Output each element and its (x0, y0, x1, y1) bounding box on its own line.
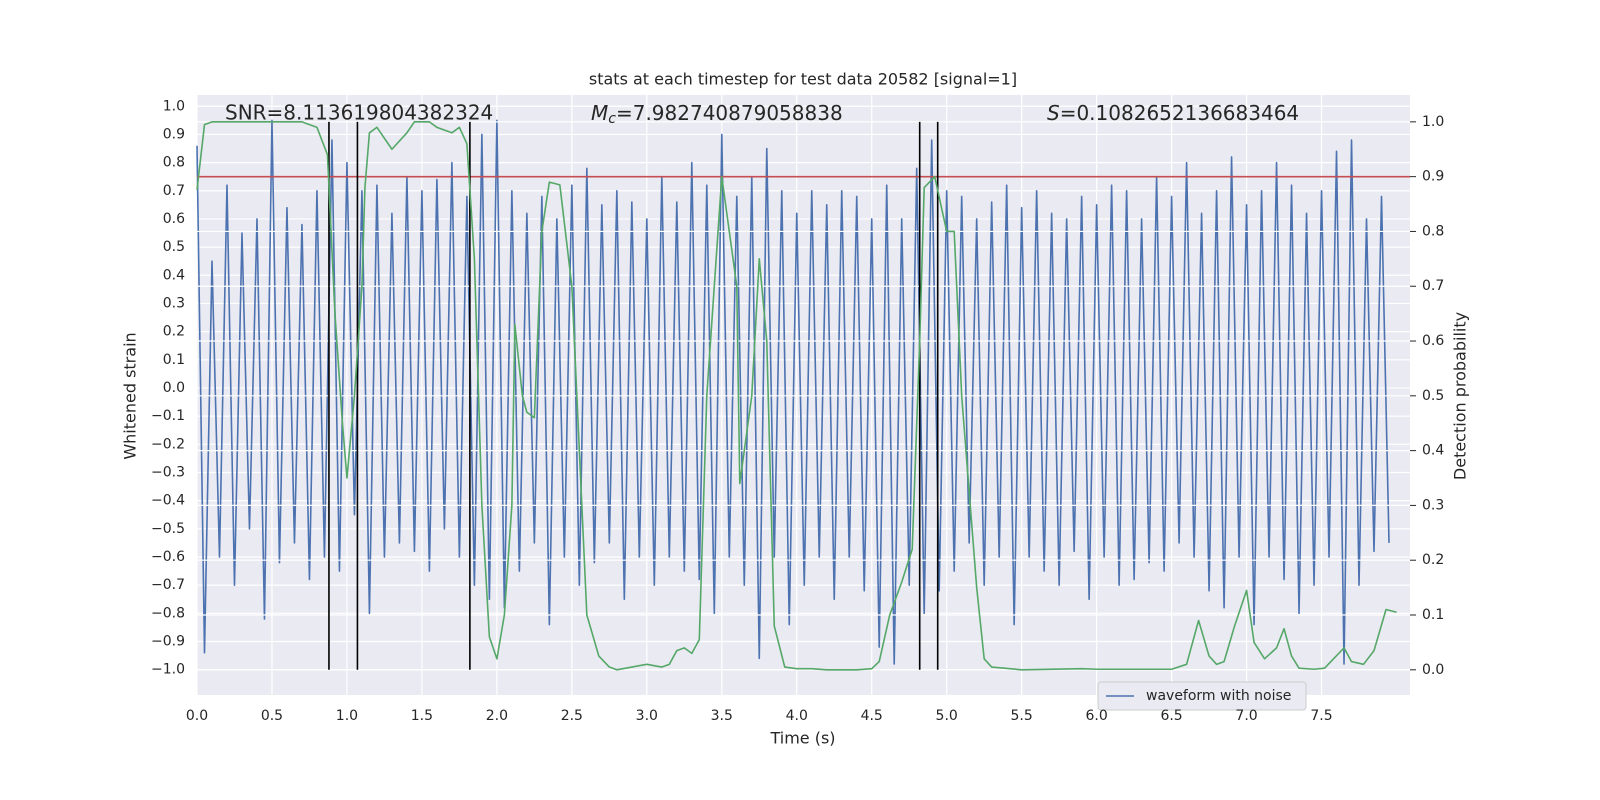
y-tick-label: 0.2 (163, 324, 185, 340)
y-axis-label: Whitened strain (121, 332, 140, 459)
y2-tick-label: 0.7 (1422, 278, 1444, 294)
y-tick-label: −0.6 (151, 549, 185, 565)
x-tick-label: 2.5 (561, 708, 583, 724)
y2-tick-label: 0.0 (1422, 662, 1444, 678)
x-tick-label: 0.5 (261, 708, 283, 724)
y2-tick-label: 0.2 (1422, 552, 1444, 568)
legend: waveform with noise (1097, 681, 1307, 711)
x-tick-label: 1.5 (411, 708, 433, 724)
y2-tick-label: 1.0 (1422, 114, 1444, 130)
y2-tick-label: 0.8 (1422, 223, 1444, 239)
y2-tick-label: 0.5 (1422, 388, 1444, 404)
y-tick-label: 0.4 (163, 267, 185, 283)
x-tick-label: 5.0 (936, 708, 958, 724)
series-line (196, 121, 1397, 671)
x-tick-label: 5.5 (1011, 708, 1033, 724)
y-tick-label: 0.8 (163, 155, 185, 171)
x-tick-label: 4.5 (861, 708, 883, 724)
x-tick-label: 0.0 (186, 708, 208, 724)
y-tick-label: 0.9 (163, 126, 185, 142)
mc-symbol: M (591, 101, 608, 125)
x-tick-label: 7.0 (1235, 708, 1257, 724)
y2-tick-label: 0.3 (1422, 497, 1444, 513)
legend-label: waveform with noise (1146, 688, 1291, 704)
y2-axis-label: Detection probability (1451, 312, 1470, 480)
y-tick-label: −0.4 (151, 493, 185, 509)
y-tick-label: −0.9 (151, 633, 185, 649)
y-tick-label: −0.2 (151, 436, 185, 452)
series-line (196, 119, 1390, 665)
y-tick-label: −0.3 (151, 464, 185, 480)
s-value: =0.1082652136683464 (1060, 101, 1299, 125)
y2-tick-label: 0.6 (1422, 333, 1444, 349)
x-tick-label: 7.5 (1310, 708, 1332, 724)
x-tick-label: 1.0 (336, 708, 358, 724)
x-tick-label: 6.5 (1160, 708, 1182, 724)
plot-background (197, 95, 1410, 695)
s-symbol: S (1047, 101, 1060, 125)
y-tick-label: 0.7 (163, 183, 185, 199)
y-tick-label: −0.1 (151, 408, 185, 424)
chart-title: stats at each timestep for test data 205… (589, 70, 1017, 89)
y-tick-label: 0.1 (163, 352, 185, 368)
y-tick-label: 0.0 (163, 380, 185, 396)
x-tick-label: 4.0 (786, 708, 808, 724)
annotation-s: S=0.1082652136683464 (1047, 101, 1299, 125)
y-tick-label: −0.7 (151, 577, 185, 593)
y-tick-label: −0.5 (151, 521, 185, 537)
y-tick-label: −0.8 (151, 605, 185, 621)
x-tick-label: 3.5 (711, 708, 733, 724)
x-axis-label: Time (s) (769, 729, 835, 748)
layer-right (196, 121, 1416, 671)
y-tick-label: −1.0 (151, 662, 185, 678)
y2-tick-label: 0.4 (1422, 443, 1444, 459)
legend-box (1097, 681, 1307, 711)
annotation-mc: Mc=7.982740879058838 (591, 101, 843, 128)
y-tick-label: 0.5 (163, 239, 185, 255)
y-tick-label: 0.6 (163, 211, 185, 227)
mc-subscript: c (608, 111, 616, 127)
y2-tick-label: 0.1 (1422, 607, 1444, 623)
annotation-snr: SNR=8.113619804382324 (225, 101, 493, 125)
x-tick-label: 3.0 (636, 708, 658, 724)
y2-tick-label: 0.9 (1422, 169, 1444, 185)
x-tick-label: 2.0 (486, 708, 508, 724)
x-tick-label: 6.0 (1085, 708, 1107, 724)
mc-value: =7.982740879058838 (616, 101, 843, 125)
y-tick-label: 0.3 (163, 295, 185, 311)
y-tick-label: 1.0 (163, 98, 185, 114)
